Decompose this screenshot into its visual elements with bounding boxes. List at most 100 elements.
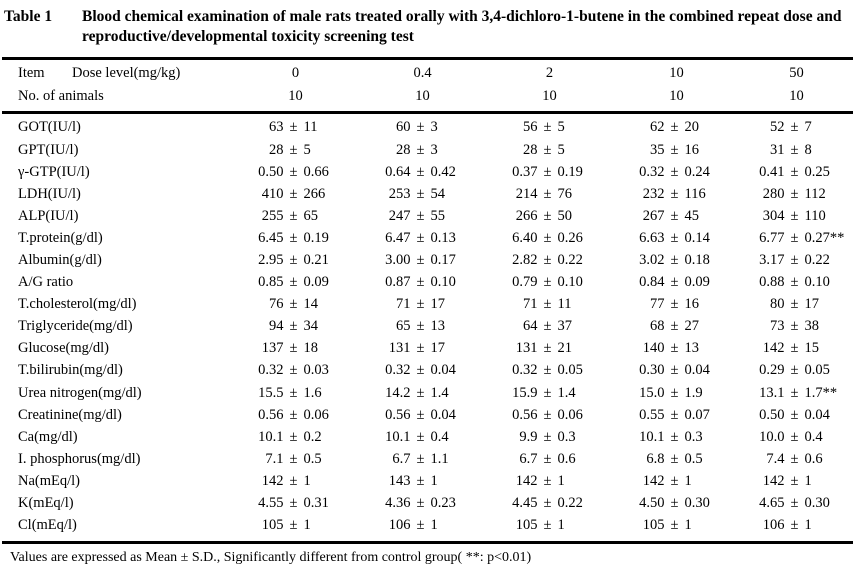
stat-cell: 131 ±17 [359,340,486,357]
cell-sd: 1.4 [557,384,576,401]
cell-sd: 18 [303,340,319,357]
row-label: γ-GTP(IU/l) [18,163,90,180]
cell-mean: 4.45 [512,495,538,512]
plus-minus-sign: ± [670,495,679,512]
cell-sd: 1 [303,472,311,489]
stat-cell: 131 ±21 [486,340,613,357]
cell-sd: 1.7** [804,384,838,401]
plus-minus-sign: ± [289,340,298,357]
plus-minus-sign: ± [790,495,799,512]
cell-sd: 7 [804,119,812,136]
stat-cell: 31 ±8 [740,142,853,159]
plus-minus-sign: ± [416,362,425,379]
cell-sd: 0.6 [557,450,576,467]
plus-minus-sign: ± [543,362,552,379]
stat-cell: 28 ±5 [232,142,359,159]
plus-minus-sign: ± [670,185,679,202]
dose-level-value: 2 [545,64,554,81]
cell-mean: 7.1 [265,450,284,467]
table-row: T.bilirubin(mg/dl) 0.32 ±0.03 0.32 ±0.04 0.32… [2,360,853,382]
stat-cell: 4.55 ±0.31 [232,495,359,512]
table-row: Triglyceride(mg/dl) 94 ±34 65 ±13 64 ±37 68 ±27 7… [2,316,853,338]
stat-cell: 105 ±1 [486,517,613,534]
cell-sd: 0.22 [804,252,830,269]
cell-sd: 0.6 [804,450,823,467]
stat-cell: 7.4 ±0.6 [740,451,853,468]
cell-mean: 6.7 [392,450,411,467]
animals-row-label: No. of animals [18,87,104,104]
plus-minus-sign: ± [289,450,298,467]
cell-mean: 0.32 [639,163,665,180]
stat-cell: 2.95 ±0.21 [232,252,359,269]
plus-minus-sign: ± [543,119,552,136]
stat-cell: 0.84 ±0.09 [613,274,740,291]
cell-mean: 10.1 [258,428,284,445]
cell-sd: 0.26 [557,229,583,246]
stat-cell: 247 ±55 [359,208,486,225]
cell-mean: 142 [762,472,785,489]
cell-mean: 4.36 [385,495,411,512]
cell-mean: 142 [261,472,284,489]
table-row: T.protein(g/dl) 6.45 ±0.19 6.47 ±0.13 6.40 ±0.… [2,227,853,249]
stat-cell: 80 ±17 [740,296,853,313]
plus-minus-sign: ± [416,428,425,445]
cell-mean: 280 [762,185,785,202]
cell-sd: 0.06 [303,406,329,423]
cell-sd: 3 [430,119,438,136]
cell-sd: 0.17 [430,252,456,269]
plus-minus-sign: ± [416,517,425,534]
stat-cell: 0.32 ±0.03 [232,362,359,379]
row-label: T.bilirubin(mg/dl) [18,362,123,379]
cell-mean: 77 [650,296,665,313]
stat-cell: 304 ±110 [740,208,853,225]
cell-mean: 15.5 [258,384,284,401]
cell-sd: 0.5 [303,450,322,467]
cell-mean: 266 [515,207,538,224]
plus-minus-sign: ± [289,384,298,401]
plus-minus-sign: ± [289,141,298,158]
cell-sd: 0.04 [684,362,710,379]
stat-cell: 253 ±54 [359,186,486,203]
cell-sd: 1 [303,517,311,534]
plus-minus-sign: ± [670,163,679,180]
plus-minus-sign: ± [289,119,298,136]
cell-mean: 142 [762,340,785,357]
plus-minus-sign: ± [790,340,799,357]
cell-mean: 143 [388,472,411,489]
data-table: Item Dose level(mg/kg) 0 0.4 2 10 50 No. of a… [2,56,853,544]
stat-cell: 137 ±18 [232,340,359,357]
plus-minus-sign: ± [790,207,799,224]
cell-sd: 50 [557,207,573,224]
stat-cell: 0.37 ±0.19 [486,164,613,181]
cell-sd: 0.25 [804,163,830,180]
cell-sd: 0.09 [303,274,329,291]
stat-cell: 3.02 ±0.18 [613,252,740,269]
plus-minus-sign: ± [543,406,552,423]
cell-mean: 105 [515,517,538,534]
cell-sd: 1 [430,517,438,534]
plus-minus-sign: ± [543,384,552,401]
stat-cell: 105 ±1 [232,517,359,534]
stat-cell: 0.50 ±0.66 [232,164,359,181]
dose-header-label: Dose level(mg/kg) [72,64,181,81]
plus-minus-sign: ± [790,141,799,158]
stat-cell: 0.79 ±0.10 [486,274,613,291]
cell-mean: 60 [396,119,411,136]
plus-minus-sign: ± [416,472,425,489]
cell-sd: 0.22 [557,252,583,269]
stat-cell: 0.30 ±0.04 [613,362,740,379]
cell-mean: 65 [396,318,411,335]
cell-sd: 1 [557,517,565,534]
table-row: Creatinine(mg/dl) 0.56 ±0.06 0.56 ±0.04 0.56 ±… [2,404,853,426]
stat-cell: 0.88 ±0.10 [740,274,853,291]
cell-sd: 0.04 [430,406,456,423]
cell-mean: 10.1 [385,428,411,445]
cell-sd: 37 [557,318,573,335]
cell-mean: 80 [770,296,785,313]
plus-minus-sign: ± [543,472,552,489]
stat-cell: 0.56 ±0.06 [486,407,613,424]
cell-sd: 1.9 [684,384,703,401]
cell-mean: 140 [642,340,665,357]
cell-sd: 16 [684,296,700,313]
cell-sd: 55 [430,207,446,224]
